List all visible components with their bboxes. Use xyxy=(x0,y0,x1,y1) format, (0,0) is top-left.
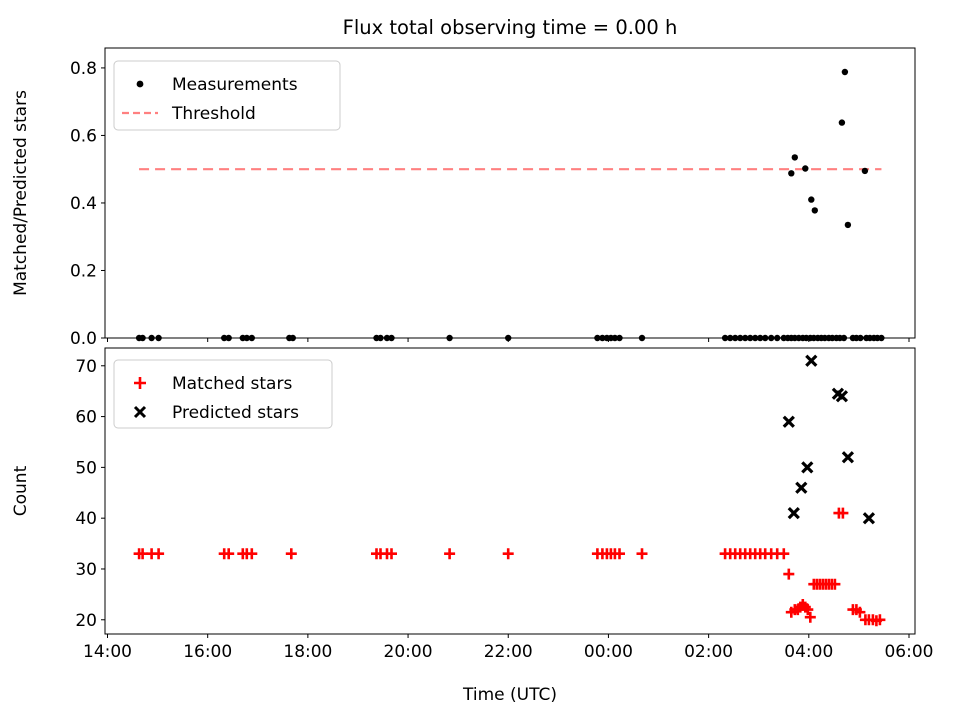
y-tick-label: 0.4 xyxy=(70,194,97,214)
top-y-axis-label: Matched/Predicted stars xyxy=(11,90,31,296)
x-tick-label: 20:00 xyxy=(384,642,433,662)
legend-top: Measurements Threshold xyxy=(113,60,341,131)
y-tick-label: 0.0 xyxy=(70,329,97,349)
x-tick-label: 14:00 xyxy=(83,642,132,662)
measurements-dot-icon xyxy=(136,80,144,88)
bottom-panel-spine xyxy=(104,347,916,635)
legend-label-measurements: Measurements xyxy=(172,75,298,95)
x-tick-label: 16:00 xyxy=(183,642,232,662)
legend-label-threshold: Threshold xyxy=(171,104,256,124)
y-tick-label: 30 xyxy=(75,560,97,580)
axes-layer: 0.0 0.2 0.4 0.6 0.8 14:00 16:00 18:00 20:00 22:00… xyxy=(70,47,933,662)
series-matched-stars xyxy=(133,507,886,627)
y-tick-label: 50 xyxy=(75,458,97,478)
top-panel: 0.0 0.2 0.4 0.6 0.8 xyxy=(70,47,916,349)
chart-title: Flux total observing time = 0.00 h xyxy=(343,16,678,39)
predicted-x-icon xyxy=(133,405,147,419)
series-predicted-stars xyxy=(782,354,876,525)
legend-label-matched: Matched stars xyxy=(172,374,292,394)
matched-plus-icon xyxy=(134,377,146,389)
y-tick-label: 0.6 xyxy=(70,126,97,146)
y-tick-label: 70 xyxy=(75,357,97,377)
legend-label-predicted: Predicted stars xyxy=(172,403,299,423)
legend-top-box xyxy=(113,60,341,131)
x-tick-label: 02:00 xyxy=(684,642,733,662)
y-tick-label: 40 xyxy=(75,509,97,529)
x-tick-label: 04:00 xyxy=(784,642,833,662)
legend-bottom: Matched stars Predicted stars xyxy=(113,359,333,429)
bottom-panel: 14:00 16:00 18:00 20:00 22:00 00:00 02:00 04:00… xyxy=(75,347,933,662)
y-tick-label: 60 xyxy=(75,408,97,428)
x-tick-label: 22:00 xyxy=(484,642,533,662)
legend-bottom-box xyxy=(113,359,333,429)
x-tick-label: 18:00 xyxy=(283,642,332,662)
bottom-y-axis-label: Count xyxy=(11,465,31,516)
y-tick-label: 20 xyxy=(75,611,97,631)
series-measurements xyxy=(135,68,885,342)
x-tick-label: 00:00 xyxy=(584,642,633,662)
x-axis-label: Time (UTC) xyxy=(462,685,557,705)
y-tick-label: 0.8 xyxy=(70,59,97,79)
x-tick-label: 06:00 xyxy=(884,642,933,662)
y-tick-label: 0.2 xyxy=(70,261,97,281)
